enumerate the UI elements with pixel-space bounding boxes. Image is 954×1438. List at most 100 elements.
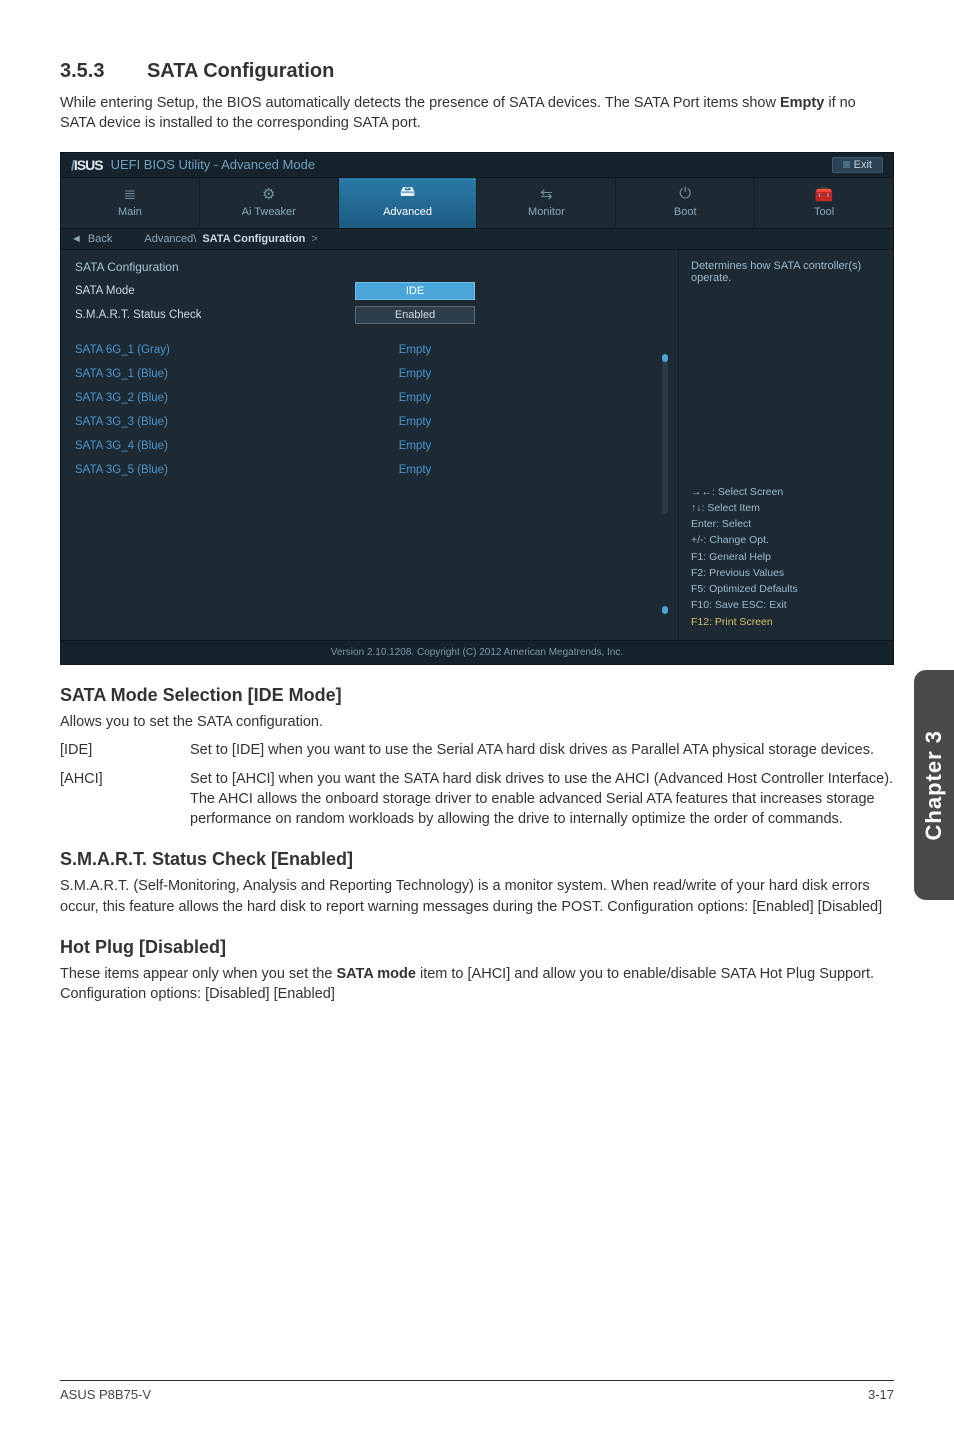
crumb-a: Advanced\	[144, 233, 196, 245]
bios-body: SATA Configuration SATA ModeIDES.M.A.R.T…	[61, 250, 893, 640]
tab-ai-tweaker[interactable]: ⚙ Ai Tweaker	[200, 178, 339, 228]
intro-paragraph: While entering Setup, the BIOS automatic…	[60, 93, 894, 134]
port-value: Empty	[355, 392, 475, 404]
port-value: Empty	[355, 344, 475, 356]
port-label: SATA 3G_5 (Blue)	[75, 464, 355, 476]
help-keys: →←: Select Screen↑↓: Select ItemEnter: S…	[691, 484, 881, 630]
tab-tool[interactable]: 🧰 Tool	[755, 178, 893, 228]
config-value[interactable]: Enabled	[355, 306, 475, 324]
option-key: [AHCI]	[60, 769, 190, 830]
port-row[interactable]: SATA 6G_1 (Gray)Empty	[75, 344, 664, 356]
tab-label: Monitor	[481, 206, 611, 218]
tab-icon: ⚙	[204, 184, 334, 204]
tab-icon: ⏻	[620, 184, 750, 204]
port-row[interactable]: SATA 3G_3 (Blue)Empty	[75, 416, 664, 428]
tab-monitor[interactable]: ⇆ Monitor	[477, 178, 616, 228]
scrollbar[interactable]	[662, 354, 668, 514]
section-number: 3.5.3	[60, 60, 104, 82]
scrollbar-thumb-top[interactable]	[662, 354, 668, 362]
bios-tabs: ≣ Main ⚙ Ai Tweaker 🖴 Advanced ⇆ Monitor ⏻ Boot 🧰 T…	[61, 178, 893, 228]
tab-icon: ≣	[65, 184, 195, 204]
port-label: SATA 6G_1 (Gray)	[75, 344, 355, 356]
bios-footer: Version 2.10.1208. Copyright (C) 2012 Am…	[61, 640, 893, 664]
tab-icon: 🖴	[343, 184, 473, 204]
port-label: SATA 3G_1 (Blue)	[75, 368, 355, 380]
port-row[interactable]: SATA 3G_4 (Blue)Empty	[75, 440, 664, 452]
section-title: SATA Configuration	[147, 60, 334, 82]
help-key-line: F5: Optimized Defaults	[691, 581, 881, 597]
intro-bold: Empty	[780, 95, 824, 111]
sub1-lead: Allows you to set the SATA configuration…	[60, 712, 894, 732]
help-key-line: ↑↓: Select Item	[691, 500, 881, 516]
config-row[interactable]: S.M.A.R.T. Status CheckEnabled	[75, 306, 664, 324]
exit-icon	[843, 161, 850, 168]
footer-left: ASUS P8B75-V	[60, 1387, 151, 1402]
tab-label: Main	[65, 206, 195, 218]
option-desc: Set to [IDE] when you want to use the Se…	[190, 740, 894, 760]
sub3-body: These items appear only when you set the…	[60, 964, 894, 1005]
bios-window: /ISUS UEFI BIOS Utility - Advanced Mode …	[60, 152, 894, 665]
tab-label: Boot	[620, 206, 750, 218]
crumb-b: SATA Configuration	[202, 233, 305, 245]
help-key-line: Enter: Select	[691, 516, 881, 532]
help-key-line: →←: Select Screen	[691, 484, 881, 500]
sub3-title: Hot Plug [Disabled]	[60, 937, 894, 958]
help-key-line: F2: Previous Values	[691, 565, 881, 581]
config-value[interactable]: IDE	[355, 282, 475, 300]
asus-logo: /ISUS	[71, 157, 103, 173]
back-label[interactable]: Back	[88, 233, 112, 245]
tab-icon: ⇆	[481, 184, 611, 204]
port-label: SATA 3G_4 (Blue)	[75, 440, 355, 452]
chapter-label: Chapter 3	[921, 730, 947, 840]
chapter-tab: Chapter 3	[914, 670, 954, 900]
exit-label: Exit	[854, 159, 872, 171]
port-value: Empty	[355, 440, 475, 452]
footer-right: 3-17	[868, 1387, 894, 1402]
bios-help-pane: Determines how SATA controller(s) operat…	[678, 250, 893, 640]
sub2-title: S.M.A.R.T. Status Check [Enabled]	[60, 849, 894, 870]
bios-titlebar: /ISUS UEFI BIOS Utility - Advanced Mode …	[61, 153, 893, 178]
option-row: [AHCI]Set to [AHCI] when you want the SA…	[60, 769, 894, 830]
tab-icon: 🧰	[759, 184, 889, 204]
help-key-line: F1: General Help	[691, 549, 881, 565]
help-print: F12: Print Screen	[691, 614, 881, 630]
sub3-pre: These items appear only when you set the	[60, 966, 336, 982]
bios-title: UEFI BIOS Utility - Advanced Mode	[111, 157, 315, 172]
option-row: [IDE]Set to [IDE] when you want to use t…	[60, 740, 894, 760]
sub1-title: SATA Mode Selection [IDE Mode]	[60, 685, 894, 706]
sub2-body: S.M.A.R.T. (Self-Monitoring, Analysis an…	[60, 876, 894, 917]
help-key-line: F10: Save ESC: Exit	[691, 597, 881, 613]
tab-label: Ai Tweaker	[204, 206, 334, 218]
config-row[interactable]: SATA ModeIDE	[75, 282, 664, 300]
option-key: [IDE]	[60, 740, 190, 760]
help-description: Determines how SATA controller(s) operat…	[691, 260, 881, 284]
section-heading: 3.5.3 SATA Configuration	[60, 60, 894, 83]
port-value: Empty	[355, 416, 475, 428]
port-label: SATA 3G_3 (Blue)	[75, 416, 355, 428]
exit-button[interactable]: Exit	[832, 157, 883, 173]
scrollbar-thumb-bottom[interactable]	[662, 606, 668, 614]
tab-main[interactable]: ≣ Main	[61, 178, 200, 228]
port-value: Empty	[355, 368, 475, 380]
tab-label: Advanced	[343, 206, 473, 218]
intro-pre: While entering Setup, the BIOS automatic…	[60, 95, 780, 111]
config-label: S.M.A.R.T. Status Check	[75, 309, 355, 321]
bios-left-pane: SATA Configuration SATA ModeIDES.M.A.R.T…	[61, 250, 678, 640]
port-row[interactable]: SATA 3G_1 (Blue)Empty	[75, 368, 664, 380]
port-value: Empty	[355, 464, 475, 476]
tab-label: Tool	[759, 206, 889, 218]
option-desc: Set to [AHCI] when you want the SATA har…	[190, 769, 894, 830]
port-row[interactable]: SATA 3G_2 (Blue)Empty	[75, 392, 664, 404]
config-label: SATA Mode	[75, 285, 355, 297]
pane-section-title: SATA Configuration	[75, 260, 664, 274]
chevron-icon: >	[311, 233, 317, 245]
back-icon[interactable]: ◄	[71, 233, 82, 245]
help-key-line: +/-: Change Opt.	[691, 532, 881, 548]
tab-boot[interactable]: ⏻ Boot	[616, 178, 755, 228]
port-label: SATA 3G_2 (Blue)	[75, 392, 355, 404]
port-row[interactable]: SATA 3G_5 (Blue)Empty	[75, 464, 664, 476]
page-footer: ASUS P8B75-V 3-17	[60, 1380, 894, 1402]
sub3-bold: SATA mode	[336, 966, 415, 982]
breadcrumb: ◄ Back Advanced\ SATA Configuration >	[61, 228, 893, 250]
tab-advanced[interactable]: 🖴 Advanced	[339, 178, 478, 228]
